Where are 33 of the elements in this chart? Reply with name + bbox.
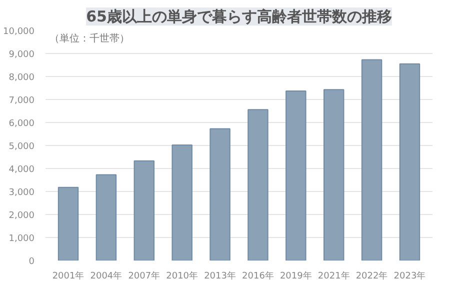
y-tick-label: 4,000 [8, 165, 35, 175]
bar [210, 128, 230, 260]
bar [58, 186, 79, 260]
y-tick-label: 9,000 [8, 50, 35, 60]
x-tick-label: 2023年 [394, 270, 426, 282]
x-tick-label: 2004年 [90, 270, 122, 282]
y-tick-label: 0 [28, 257, 35, 267]
bar [134, 160, 155, 260]
y-tick-label: 1,000 [8, 234, 35, 244]
x-tick-label: 2013年 [204, 270, 236, 282]
x-tick-label: 2019年 [280, 270, 312, 282]
x-tick-label: 2016年 [242, 270, 274, 282]
bar [361, 59, 382, 260]
x-tick-label: 2001年 [52, 270, 84, 282]
bar [323, 89, 344, 260]
y-tick-label: 8,000 [8, 73, 35, 83]
y-tick-label: 2,000 [8, 211, 35, 221]
y-tick-label: 5,000 [8, 142, 35, 152]
annotation: （単位：千世帯） [49, 32, 130, 44]
y-tick-label: 3,000 [8, 188, 35, 198]
bar [172, 144, 192, 260]
y-tick-label: 10,000 [3, 27, 35, 37]
x-tick-label: 2022年 [356, 270, 388, 282]
y-tick-label: 7,000 [8, 96, 35, 106]
x-tick-label: 2021年 [318, 270, 350, 282]
x-tick-label: 2007年 [128, 270, 160, 282]
bar [96, 174, 117, 260]
chart-title: 65歳以上の単身で暮らす高齢者世帯数の推移 [86, 8, 392, 26]
bar [399, 63, 420, 260]
y-tick-label: 6,000 [8, 119, 35, 129]
bar [248, 109, 268, 260]
x-tick-label: 2010年 [166, 270, 198, 282]
bar [286, 90, 306, 260]
